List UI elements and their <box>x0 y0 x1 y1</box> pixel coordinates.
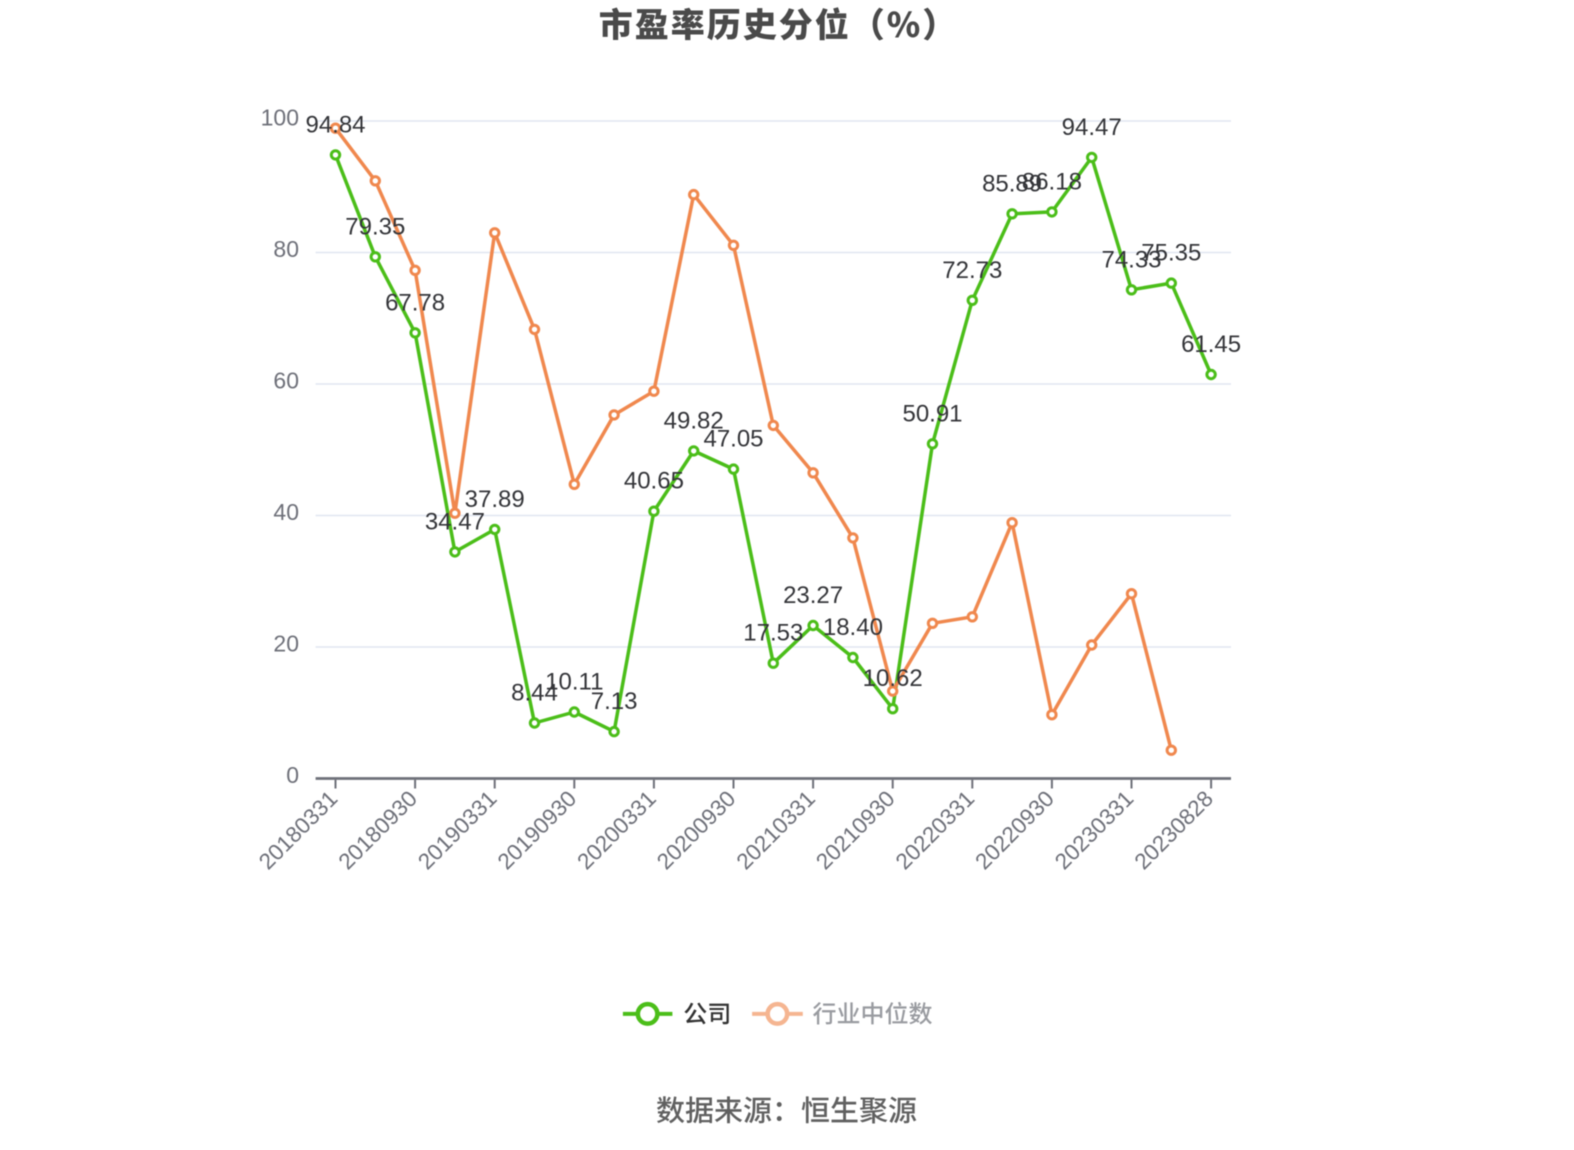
svg-text:74.33: 74.33 <box>1101 246 1161 273</box>
svg-text:37.89: 37.89 <box>465 486 525 513</box>
svg-text:79.35: 79.35 <box>345 213 405 240</box>
svg-text:94.84: 94.84 <box>305 111 365 138</box>
svg-text:7.13: 7.13 <box>591 688 638 715</box>
svg-text:85.89: 85.89 <box>982 170 1042 197</box>
svg-text:50.91: 50.91 <box>902 400 962 427</box>
svg-text:61.45: 61.45 <box>1181 331 1241 358</box>
svg-text:75.35: 75.35 <box>1141 240 1201 267</box>
svg-text:20: 20 <box>273 631 299 657</box>
svg-text:40: 40 <box>273 499 299 525</box>
svg-text:18.40: 18.40 <box>823 614 883 641</box>
svg-text:0: 0 <box>286 762 299 788</box>
svg-text:17.53: 17.53 <box>743 620 803 647</box>
svg-text:72.73: 72.73 <box>942 257 1002 284</box>
svg-text:10.11: 10.11 <box>545 669 603 696</box>
svg-text:8.44: 8.44 <box>511 680 558 707</box>
svg-text:100: 100 <box>261 105 299 131</box>
svg-text:49.82: 49.82 <box>664 407 724 434</box>
svg-text:40.65: 40.65 <box>624 468 684 495</box>
svg-text:86.18: 86.18 <box>1022 168 1082 195</box>
svg-text:80: 80 <box>273 236 299 262</box>
svg-text:47.05: 47.05 <box>703 426 763 453</box>
svg-text:94.47: 94.47 <box>1062 114 1122 141</box>
svg-text:23.27: 23.27 <box>783 582 843 609</box>
svg-text:60: 60 <box>273 368 299 394</box>
svg-text:67.78: 67.78 <box>385 289 445 316</box>
svg-text:34.47: 34.47 <box>425 508 485 535</box>
svg-text:10.62: 10.62 <box>863 665 923 692</box>
